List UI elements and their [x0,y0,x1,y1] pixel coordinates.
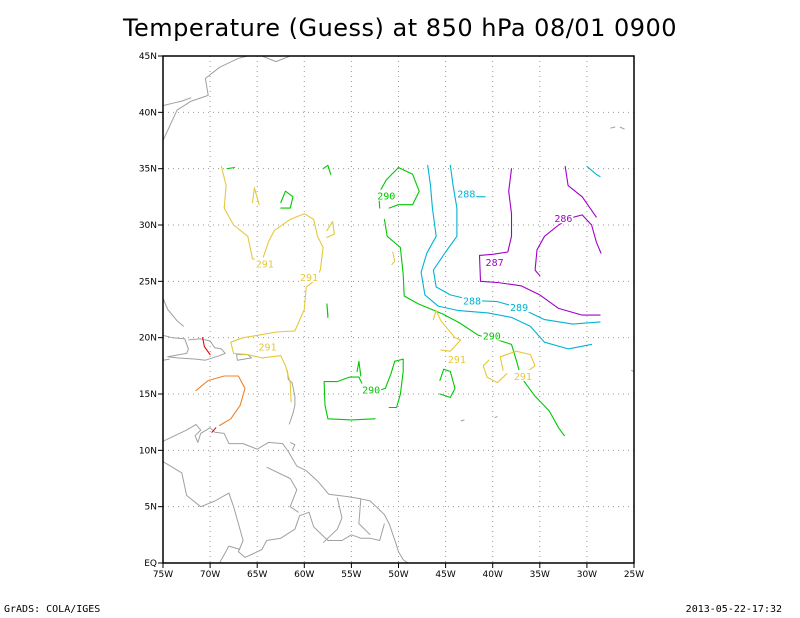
x-tick-label: 55W [341,570,361,580]
y-tick-label: 45N [139,52,157,62]
contour-label: 291 [448,355,466,366]
y-tick-label: 10N [139,446,157,456]
coastline [162,423,409,564]
contour-290 [439,368,456,398]
contour-290 [322,164,332,175]
contour-label: 291 [300,273,318,284]
contour-label-bg [512,369,533,381]
coastline [162,298,185,327]
contour-290 [383,218,565,437]
contour-label: 291 [256,259,274,270]
contour-290 [280,190,294,209]
y-tick-label: 5N [145,503,157,513]
temperature-contours [195,164,602,437]
contour-label-bg [461,294,482,306]
x-tick-label: 45W [435,570,455,580]
coastline [261,55,291,63]
x-tick-label: 75W [153,570,173,580]
y-tick-label: 25N [139,277,157,287]
x-tick-label: 25W [624,570,644,580]
coastline [162,334,226,361]
contour-290 [226,166,236,170]
contour-292 [195,375,246,427]
contour-label: 290 [377,192,395,203]
contour-label-bg [376,189,397,201]
coastline [162,358,170,361]
coastline [460,419,465,422]
coastline [162,97,192,107]
y-tick-label: 40N [139,108,157,118]
y-tick-label: 20N [139,334,157,344]
x-tick-label: 40W [483,570,503,580]
coastline [162,461,385,558]
contour-289 [420,164,593,350]
contour-291 [391,251,396,265]
contour-label-bg [299,270,320,282]
contour-label: 289 [510,303,528,314]
contour-label-bg [257,340,278,352]
contour-286 [564,165,597,218]
contour-290 [326,303,329,318]
contour-291 [326,221,335,238]
y-tick-label: EQ [144,559,157,569]
coastline [219,545,241,564]
contour-291 [499,350,536,377]
map-title: Temperature (Guess) at 850 hPa 08/01 090… [122,14,678,42]
grid-lines [163,56,634,563]
contour-290 [356,360,362,377]
contour-293 [211,427,217,433]
contour-label-bg [456,187,477,199]
x-tick-label: 35W [530,570,550,580]
contour-label-bg [553,212,574,224]
contour-287 [478,168,601,316]
y-axis-ticks: EQ 5N 10N 15N 20N 25N 30N 35N 40N 45N [139,52,163,569]
x-tick-label: 30W [577,570,597,580]
coastline [610,126,616,129]
contour-291 [432,310,462,352]
timestamp: 2013-05-22-17:32 [685,604,782,615]
y-tick-label: 35N [139,165,157,175]
contour-label-bg [509,301,530,313]
contour-label: 287 [486,258,504,269]
contour-291 [482,359,508,384]
contour-label: 291 [259,343,277,354]
contour-288 [432,164,601,325]
contour-293 [202,337,211,356]
contour-label-bg [254,257,275,269]
coastline [289,441,296,451]
contour-291 [220,165,324,403]
contour-291 [251,187,260,206]
contour-label: 288 [457,189,475,200]
contour-label: 290 [362,385,380,396]
contour-label: 288 [463,296,481,307]
coastline [358,498,371,536]
contour-289 [586,165,601,178]
contour-290 [378,166,420,209]
coastline [266,466,299,513]
contour-label: 291 [514,372,532,383]
y-tick-label: 15N [139,390,157,400]
x-axis-ticks: 75W 70W 65W 60W 55W 50W 45W 40W 35W 30W 25W [153,563,644,580]
contour-label: 290 [483,331,501,342]
coastline [494,416,498,419]
grads-credit: GrADS: COLA/IGES [4,604,101,615]
contour-label-bg [361,383,382,395]
x-tick-label: 50W [388,570,408,580]
coastline [286,370,296,425]
x-tick-label: 60W [294,570,314,580]
contour-label-bg [481,329,502,341]
coastline [619,126,625,130]
coastline [322,497,343,544]
x-tick-label: 70W [200,570,220,580]
contour-labels: 286 287 288 288 289 290 290 290 291 291 291 291 291 [254,187,574,396]
y-tick-label: 30N [139,221,157,231]
contour-label: 286 [554,214,572,225]
x-tick-label: 65W [247,570,267,580]
contour-label-bg [484,256,505,268]
contour-label-bg [446,353,467,365]
coastline [162,55,248,141]
